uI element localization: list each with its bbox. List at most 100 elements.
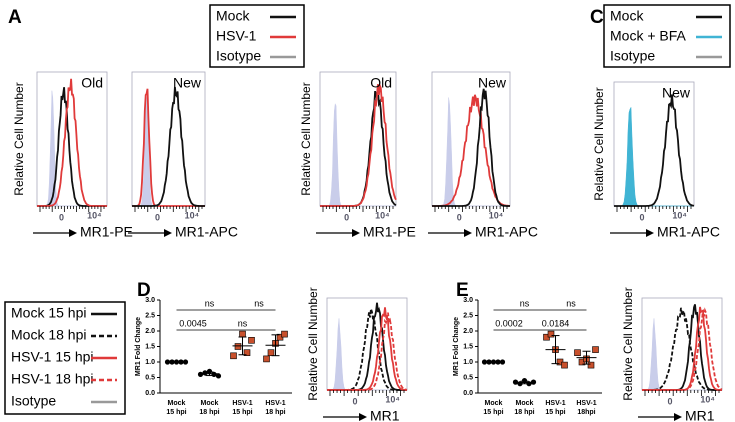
isotype-curve bbox=[320, 102, 396, 207]
x-tick-label: 15 hpi bbox=[483, 409, 503, 416]
isotype-curve bbox=[432, 97, 510, 207]
x-tick-label: 15 hpi bbox=[166, 409, 186, 416]
panel-label: D bbox=[137, 280, 151, 301]
axis-arrowhead bbox=[359, 413, 367, 421]
y-axis-label: Relative Cell Number bbox=[621, 287, 635, 400]
x-tick-label: 0 bbox=[639, 212, 644, 222]
isotype-curve bbox=[642, 318, 722, 391]
y-tick-label: 2.5 bbox=[463, 312, 473, 319]
y-axis-label: MR1 Fold Change bbox=[453, 317, 460, 376]
comparison-label: ns bbox=[205, 298, 215, 308]
x-tick-label: HSV-1 bbox=[545, 400, 565, 407]
comparison-label: 0.0184 bbox=[542, 318, 570, 328]
y-tick-label: 0.5 bbox=[463, 374, 473, 381]
data-point bbox=[206, 368, 213, 374]
y-axis-label: MR1 Fold Change bbox=[135, 317, 142, 376]
legend-label: Mock 18 hpi bbox=[11, 327, 86, 343]
y-tick-label: 1.0 bbox=[463, 359, 473, 366]
data-point bbox=[574, 349, 581, 357]
y-tick-label: 0.0 bbox=[463, 390, 473, 397]
x-tick-label: HSV-1 bbox=[232, 400, 252, 407]
data-point bbox=[281, 330, 288, 338]
x-axis-label: MR1 bbox=[685, 408, 715, 422]
data-point bbox=[230, 352, 237, 360]
x-tick-label: 15 hpi bbox=[232, 409, 252, 416]
comparison-label: ns bbox=[520, 298, 530, 308]
data-point bbox=[234, 343, 242, 350]
x-axis-label: MR1-APC bbox=[475, 224, 538, 240]
x-tick-label: Mock bbox=[168, 400, 186, 407]
x-tick-label: Mock bbox=[516, 400, 534, 407]
x-axis-label: MR1-PE bbox=[363, 224, 416, 240]
y-tick-label: 1.5 bbox=[463, 343, 473, 350]
isotype-curve bbox=[614, 106, 694, 207]
data-point bbox=[197, 371, 204, 377]
data-point bbox=[263, 355, 270, 363]
y-tick-label: 1.0 bbox=[145, 359, 155, 366]
x-tick-label: 10⁴ bbox=[700, 394, 714, 404]
x-tick-label: 15 hpi bbox=[545, 409, 565, 416]
histogram-tag: New bbox=[662, 85, 691, 101]
legend-label: Mock bbox=[216, 8, 250, 24]
axis-arrowhead bbox=[646, 229, 654, 237]
x-tick-label: 10⁴ bbox=[185, 210, 199, 220]
x-tick-label: 18 hpi bbox=[199, 409, 219, 416]
axis-arrowhead bbox=[352, 229, 360, 237]
x-tick-label: Mock bbox=[485, 400, 503, 407]
x-tick-label: 18 hpi bbox=[265, 409, 285, 416]
legend-label: HSV-1 18 hpi bbox=[11, 371, 94, 387]
y-tick-label: 3.0 bbox=[145, 297, 155, 304]
x-tick-label: 0 bbox=[59, 212, 64, 222]
y-tick-label: 1.5 bbox=[145, 343, 155, 350]
x-tick-label: HSV-1 bbox=[576, 400, 596, 407]
x-tick-label: 10⁴ bbox=[385, 394, 399, 404]
histogram-curve bbox=[37, 87, 107, 207]
data-point bbox=[215, 373, 222, 379]
legend-label: Mock bbox=[610, 8, 644, 24]
isotype-curve bbox=[37, 90, 107, 207]
legend-label: HSV-1 bbox=[216, 28, 257, 44]
data-point bbox=[239, 330, 246, 338]
y-axis-label: Relative Cell Number bbox=[592, 87, 606, 200]
histogram-tag: Old bbox=[81, 75, 103, 91]
histogram-curve bbox=[432, 94, 510, 207]
x-tick-label: 0 bbox=[457, 212, 462, 222]
legend-label: Isotype bbox=[216, 48, 261, 64]
x-tick-label: 0 bbox=[344, 212, 349, 222]
x-tick-label: 10⁴ bbox=[375, 210, 389, 220]
histogram-tag: New bbox=[478, 75, 507, 91]
panel-label: A bbox=[8, 7, 22, 28]
axis-arrowhead bbox=[69, 229, 77, 237]
x-tick-label: 18hpi bbox=[577, 409, 595, 416]
axis-arrowhead bbox=[464, 229, 472, 237]
x-axis-label: MR1 bbox=[370, 408, 400, 422]
legend-label: Mock + BFA bbox=[610, 28, 687, 44]
comparison-label: 0.0045 bbox=[179, 318, 207, 328]
y-tick-label: 2.0 bbox=[145, 328, 155, 335]
y-axis-label: Relative Cell Number bbox=[299, 82, 313, 195]
histogram-tag: New bbox=[173, 75, 202, 91]
legend-label: Mock 15 hpi bbox=[11, 305, 86, 321]
x-tick-label: Mock bbox=[201, 400, 219, 407]
legend-box bbox=[4, 301, 126, 415]
histogram-tag: Old bbox=[370, 75, 392, 91]
x-tick-label: 10⁴ bbox=[672, 210, 686, 220]
x-axis-label: MR1-PE bbox=[80, 224, 133, 240]
panel-label: E bbox=[456, 280, 469, 301]
x-tick-label: 0 bbox=[667, 396, 672, 406]
y-axis-label: Relative Cell Number bbox=[306, 287, 320, 400]
y-tick-label: 3.0 bbox=[463, 297, 473, 304]
data-point bbox=[211, 371, 217, 377]
x-tick-label: HSV-1 bbox=[265, 400, 285, 407]
histogram-frame bbox=[431, 71, 511, 207]
legend-label: Isotype bbox=[610, 48, 655, 64]
data-point bbox=[547, 330, 555, 338]
histogram-curve bbox=[37, 78, 107, 207]
histogram-frame bbox=[319, 71, 397, 207]
legend-label: Isotype bbox=[11, 393, 56, 409]
x-tick-label: 0 bbox=[155, 212, 160, 222]
comparison-label: ns bbox=[566, 298, 576, 308]
x-axis-label: MR1-APC bbox=[175, 224, 238, 240]
comparison-label: ns bbox=[254, 298, 264, 308]
data-point bbox=[243, 349, 251, 357]
